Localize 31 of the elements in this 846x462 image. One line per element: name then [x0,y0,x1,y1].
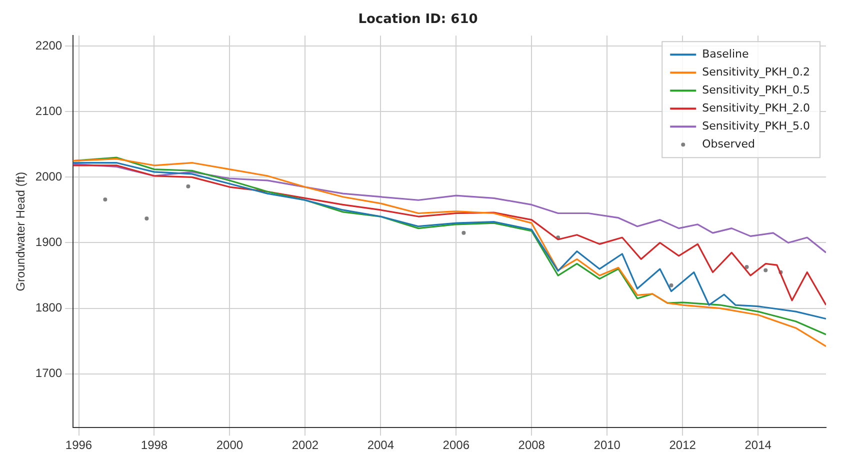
legend-label: Sensitivity_PKH_5.0 [702,119,810,132]
legend-label: Sensitivity_PKH_2.0 [702,101,810,114]
x-tick-label: 1996 [65,438,92,452]
y-tick-label: 2100 [35,104,62,118]
y-tick-label: 2200 [35,38,62,52]
y-axis-title: Groundwater Head (ft) [14,172,28,292]
point [669,283,674,288]
point [103,197,108,202]
point [144,216,149,220]
x-tick-label: 2004 [367,438,394,452]
y-tick-label: 1700 [35,366,62,380]
legend-label: Sensitivity_PKH_0.2 [702,65,810,78]
x-tick-label: 2006 [442,438,470,452]
x-tick-label: 2008 [518,438,546,452]
x-tick-label: 2010 [594,438,621,452]
point [764,268,768,272]
y-tick-label: 1800 [35,300,62,315]
x-tick-label: 2002 [292,438,319,452]
point [462,230,466,235]
x-tick-label: 2012 [669,438,696,452]
point [744,265,749,269]
x-tick-label: 2014 [744,438,772,452]
y-tick-label: 1900 [35,235,62,250]
legend-label: Observed [702,137,756,150]
x-tick-label: 2000 [216,438,244,452]
chart-title: Location ID: 610 [358,12,478,28]
legend-label: Sensitivity_PKH_0.5 [702,83,810,96]
legend-label: Baseline [702,47,749,60]
y-tick-label: 2000 [35,170,62,184]
x-tick-label: 1998 [140,438,168,452]
point [186,184,190,188]
